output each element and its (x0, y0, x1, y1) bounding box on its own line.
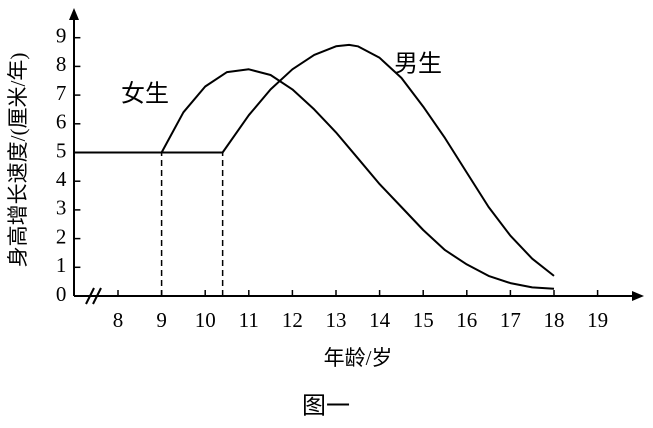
y-tick-label: 2 (56, 224, 67, 248)
x-tick-label: 13 (326, 308, 347, 332)
series-label: 女生 (121, 81, 169, 108)
y-tick-label: 0 (56, 282, 67, 306)
y-axis-title: 身高增长速度/(厘米/年) (6, 53, 30, 268)
y-tick-label: 6 (56, 110, 67, 134)
axis-break (92, 287, 102, 305)
axis-break (85, 287, 95, 305)
caption: 图一 (302, 394, 350, 420)
series-line (74, 68, 555, 290)
y-tick-label: 4 (56, 167, 67, 191)
x-tick-label: 11 (239, 308, 259, 332)
x-tick-label: 18 (544, 308, 565, 332)
y-tick-label: 5 (56, 138, 67, 162)
x-tick-label: 16 (456, 308, 477, 332)
x-arrow (632, 291, 644, 301)
y-tick-label: 3 (56, 196, 67, 220)
series-label: 男生 (394, 51, 442, 78)
y-arrow (69, 8, 79, 20)
x-tick-label: 10 (195, 308, 216, 332)
x-tick-label: 14 (369, 308, 391, 332)
x-tick-label: 12 (282, 308, 303, 332)
x-tick-label: 8 (113, 308, 124, 332)
y-tick-label: 7 (56, 81, 67, 105)
y-tick-label: 1 (56, 253, 67, 277)
y-tick-label: 9 (56, 24, 67, 48)
x-tick-label: 15 (413, 308, 434, 332)
x-tick-label: 9 (156, 308, 167, 332)
x-axis-title: 年龄/岁 (324, 346, 393, 370)
x-tick-label: 19 (587, 308, 608, 332)
y-tick-label: 8 (56, 52, 67, 76)
series-line (74, 43, 555, 277)
x-tick-label: 17 (500, 308, 521, 332)
